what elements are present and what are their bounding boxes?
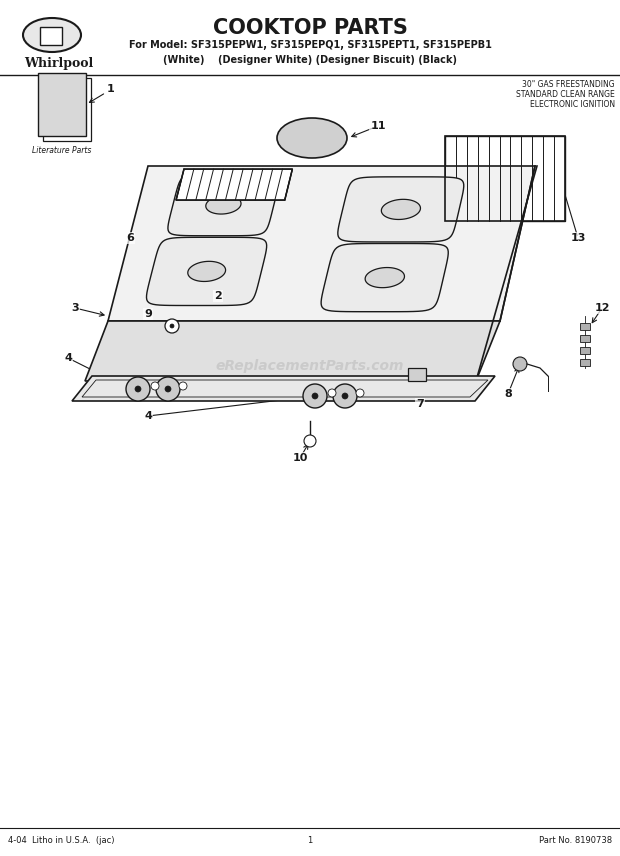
- Polygon shape: [445, 136, 565, 221]
- Text: 1: 1: [107, 84, 115, 93]
- Polygon shape: [338, 177, 464, 242]
- Text: 9: 9: [144, 309, 152, 319]
- Text: 2: 2: [214, 291, 222, 301]
- Polygon shape: [168, 174, 279, 235]
- Polygon shape: [146, 237, 267, 306]
- Text: ELECTRONIC IGNITION: ELECTRONIC IGNITION: [530, 100, 615, 109]
- Polygon shape: [108, 166, 535, 321]
- Polygon shape: [365, 268, 404, 288]
- Circle shape: [165, 319, 179, 333]
- Polygon shape: [321, 243, 448, 312]
- Circle shape: [356, 389, 364, 397]
- Ellipse shape: [277, 118, 347, 158]
- Text: (White)    (Designer White) (Designer Biscuit) (Black): (White) (Designer White) (Designer Biscu…: [163, 55, 457, 65]
- Bar: [580, 335, 590, 342]
- Bar: [580, 323, 590, 330]
- Text: 13: 13: [570, 233, 586, 243]
- Circle shape: [165, 386, 171, 392]
- Text: 4: 4: [64, 353, 72, 363]
- Text: COOKTOP PARTS: COOKTOP PARTS: [213, 18, 407, 38]
- Text: Whirlpool: Whirlpool: [24, 57, 93, 70]
- Text: 4: 4: [144, 411, 152, 421]
- Polygon shape: [176, 169, 293, 200]
- Circle shape: [304, 435, 316, 447]
- Circle shape: [303, 384, 327, 408]
- Circle shape: [179, 382, 187, 390]
- Ellipse shape: [23, 18, 81, 52]
- Circle shape: [151, 382, 159, 390]
- Text: 4-04  Litho in U.S.A.  (jac): 4-04 Litho in U.S.A. (jac): [8, 836, 115, 845]
- Bar: [408, 368, 426, 381]
- Circle shape: [156, 377, 180, 401]
- Circle shape: [170, 324, 174, 328]
- Text: Part No. 8190738: Part No. 8190738: [539, 836, 612, 845]
- Text: 7: 7: [416, 399, 424, 409]
- Text: 3: 3: [71, 303, 79, 313]
- Bar: [40, 27, 62, 45]
- Text: 30" GAS FREESTANDING: 30" GAS FREESTANDING: [523, 80, 615, 89]
- Bar: [38, 73, 86, 136]
- Polygon shape: [85, 321, 500, 381]
- Circle shape: [513, 357, 527, 371]
- Circle shape: [328, 389, 336, 397]
- Text: Literature Parts: Literature Parts: [32, 146, 92, 155]
- Bar: [580, 359, 590, 366]
- Bar: [580, 347, 590, 354]
- Polygon shape: [206, 195, 241, 214]
- Circle shape: [342, 393, 348, 399]
- Polygon shape: [72, 376, 495, 401]
- Text: STANDARD CLEAN RANGE: STANDARD CLEAN RANGE: [516, 90, 615, 99]
- Circle shape: [312, 393, 318, 399]
- Text: 1: 1: [308, 836, 312, 845]
- Circle shape: [135, 386, 141, 392]
- Circle shape: [126, 377, 150, 401]
- Text: 11: 11: [370, 121, 386, 131]
- Circle shape: [333, 384, 357, 408]
- Text: eReplacementParts.com: eReplacementParts.com: [216, 359, 404, 373]
- Text: 6: 6: [126, 233, 134, 243]
- Polygon shape: [381, 199, 420, 219]
- Text: 8: 8: [504, 389, 512, 399]
- Text: For Model: SF315PEPW1, SF315PEPQ1, SF315PEPT1, SF315PEPB1: For Model: SF315PEPW1, SF315PEPQ1, SF315…: [128, 40, 492, 50]
- Polygon shape: [188, 261, 226, 282]
- Bar: [43, 78, 91, 141]
- Text: 12: 12: [594, 303, 609, 313]
- Text: 10: 10: [292, 453, 308, 463]
